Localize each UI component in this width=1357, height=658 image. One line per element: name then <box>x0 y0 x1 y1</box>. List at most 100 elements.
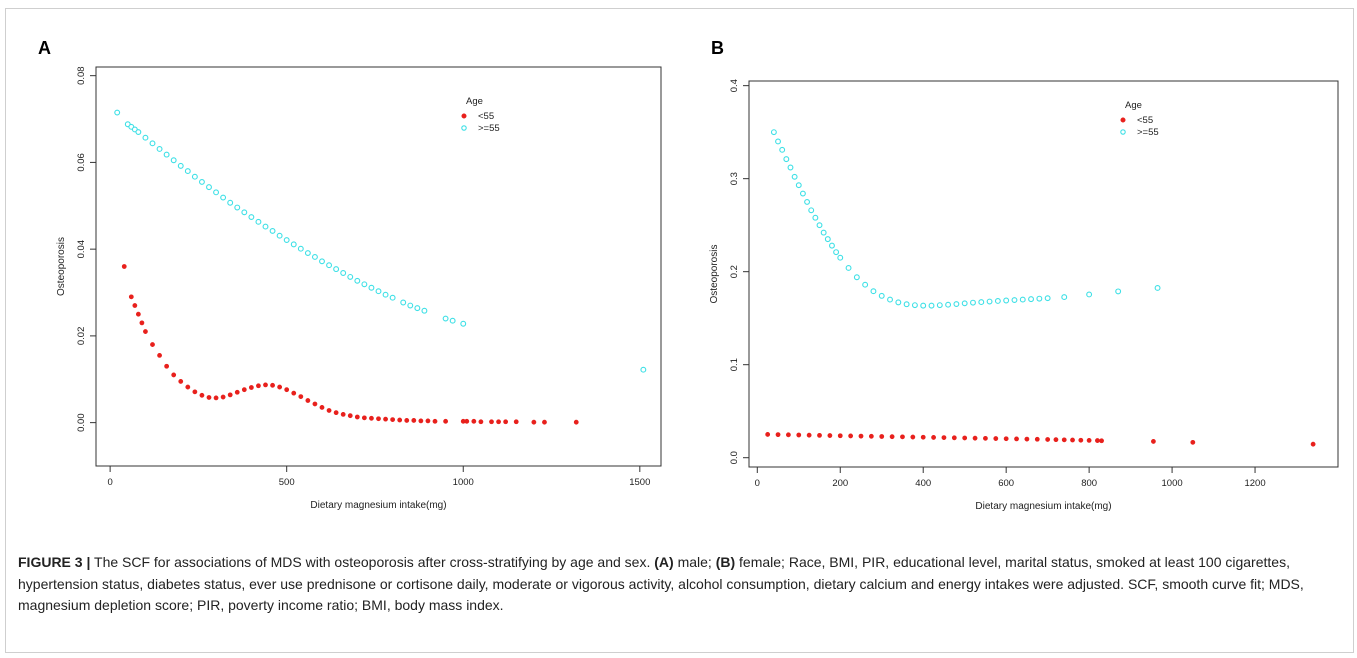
data-point <box>1014 436 1019 442</box>
figure-charts: A0 500 1000 15000.000.020.040.060.08Dietary… <box>38 38 1339 512</box>
data-point <box>970 299 976 306</box>
legend-label: >=55 <box>1137 127 1159 138</box>
data-point <box>1044 295 1051 302</box>
data-point <box>297 245 304 252</box>
data-point <box>248 214 255 221</box>
data-point <box>361 281 368 288</box>
data-point <box>951 435 957 441</box>
data-point <box>858 433 864 439</box>
data-point <box>804 198 811 205</box>
x-tick-label: 600 <box>998 478 1014 489</box>
data-point <box>889 434 895 440</box>
data-point <box>1190 439 1196 445</box>
data-point <box>878 292 885 299</box>
data-point <box>421 307 428 314</box>
data-point <box>263 382 268 388</box>
series-55-and-over <box>114 109 647 373</box>
x-tick-label: 0 <box>755 478 760 489</box>
y-axis-title: Osteoporosis <box>56 237 67 296</box>
data-point <box>270 382 275 388</box>
legend-marker <box>461 125 467 131</box>
data-point <box>640 366 647 373</box>
series-under-55 <box>765 432 1316 447</box>
data-point <box>213 189 220 196</box>
y-tick-label: 0.4 <box>729 79 740 92</box>
data-point <box>340 411 346 417</box>
data-point <box>1034 436 1040 442</box>
data-point <box>290 241 297 248</box>
data-point <box>369 415 374 421</box>
data-point <box>191 173 198 180</box>
data-point <box>192 389 198 395</box>
data-point <box>770 129 777 136</box>
y-tick-label: 0.08 <box>76 66 87 85</box>
data-point <box>227 392 233 398</box>
data-point <box>220 394 226 400</box>
y-tick-label: 0.2 <box>729 265 740 278</box>
figure-caption: FIGURE 3 | The SCF for associations of M… <box>18 552 1338 617</box>
data-point <box>972 435 978 441</box>
data-point <box>953 301 960 307</box>
data-point <box>812 214 819 221</box>
data-point <box>312 401 318 407</box>
data-point <box>489 419 494 425</box>
x-tick-label: 0 <box>107 477 112 488</box>
data-point <box>573 419 579 425</box>
data-point <box>128 294 134 300</box>
data-point <box>870 288 877 295</box>
data-point <box>1061 294 1068 301</box>
data-point <box>241 209 248 216</box>
y-tick-label: 0.1 <box>729 358 740 371</box>
data-point <box>206 184 212 191</box>
series-under-55 <box>121 264 579 425</box>
data-point <box>411 418 417 423</box>
data-point <box>414 305 421 312</box>
data-point <box>983 435 988 441</box>
x-axis-title: Dietary magnesium intake(mg) <box>310 500 446 511</box>
data-point <box>269 227 276 234</box>
plot-area-border <box>95 66 662 467</box>
data-point <box>407 302 414 309</box>
data-point <box>283 237 290 243</box>
series-55-and-over <box>770 129 1161 309</box>
data-point <box>163 151 170 158</box>
caption-text-1: The SCF for associations of MDS with ost… <box>90 554 655 570</box>
chart-panel-b: B 0 200 400 600 800 1000 1200 0.0 0.1 0.2 0.3 0.4 Die… <box>709 38 1339 512</box>
data-point <box>911 302 918 309</box>
data-point <box>961 300 968 307</box>
data-point <box>284 387 290 393</box>
data-point <box>478 419 484 425</box>
x-tick-label: 200 <box>832 478 848 489</box>
data-point <box>234 389 240 395</box>
data-point <box>164 363 170 369</box>
data-point <box>786 432 791 438</box>
data-point <box>143 329 148 334</box>
chart-panel-a: A 0 500 1000 1500 0.00 0.02 0.04 0.06 0.08 Dietary… <box>38 38 662 511</box>
legend-label: <55 <box>478 111 494 122</box>
data-point <box>895 299 902 306</box>
data-point <box>1024 436 1030 442</box>
data-point <box>449 317 456 324</box>
caption-text-3: female; Race, BMI, PIR, educational leve… <box>18 554 1304 613</box>
data-point <box>1086 291 1093 298</box>
data-point <box>868 433 874 439</box>
data-point <box>1003 297 1010 304</box>
data-point <box>425 418 431 424</box>
y-tick-label: 0.0 <box>729 451 740 464</box>
data-point <box>796 432 802 438</box>
data-point <box>340 270 347 276</box>
data-point <box>298 394 304 400</box>
data-point <box>993 436 999 441</box>
data-point <box>276 232 283 239</box>
data-point <box>199 392 205 398</box>
data-point <box>375 288 382 295</box>
data-point <box>845 265 852 271</box>
data-point <box>347 273 354 280</box>
data-point <box>903 301 910 308</box>
data-point <box>795 182 802 189</box>
x-tick-label: 1200 <box>1244 478 1265 489</box>
data-point <box>765 432 771 437</box>
data-point <box>368 284 375 291</box>
data-point <box>213 395 219 401</box>
data-point <box>198 178 205 185</box>
